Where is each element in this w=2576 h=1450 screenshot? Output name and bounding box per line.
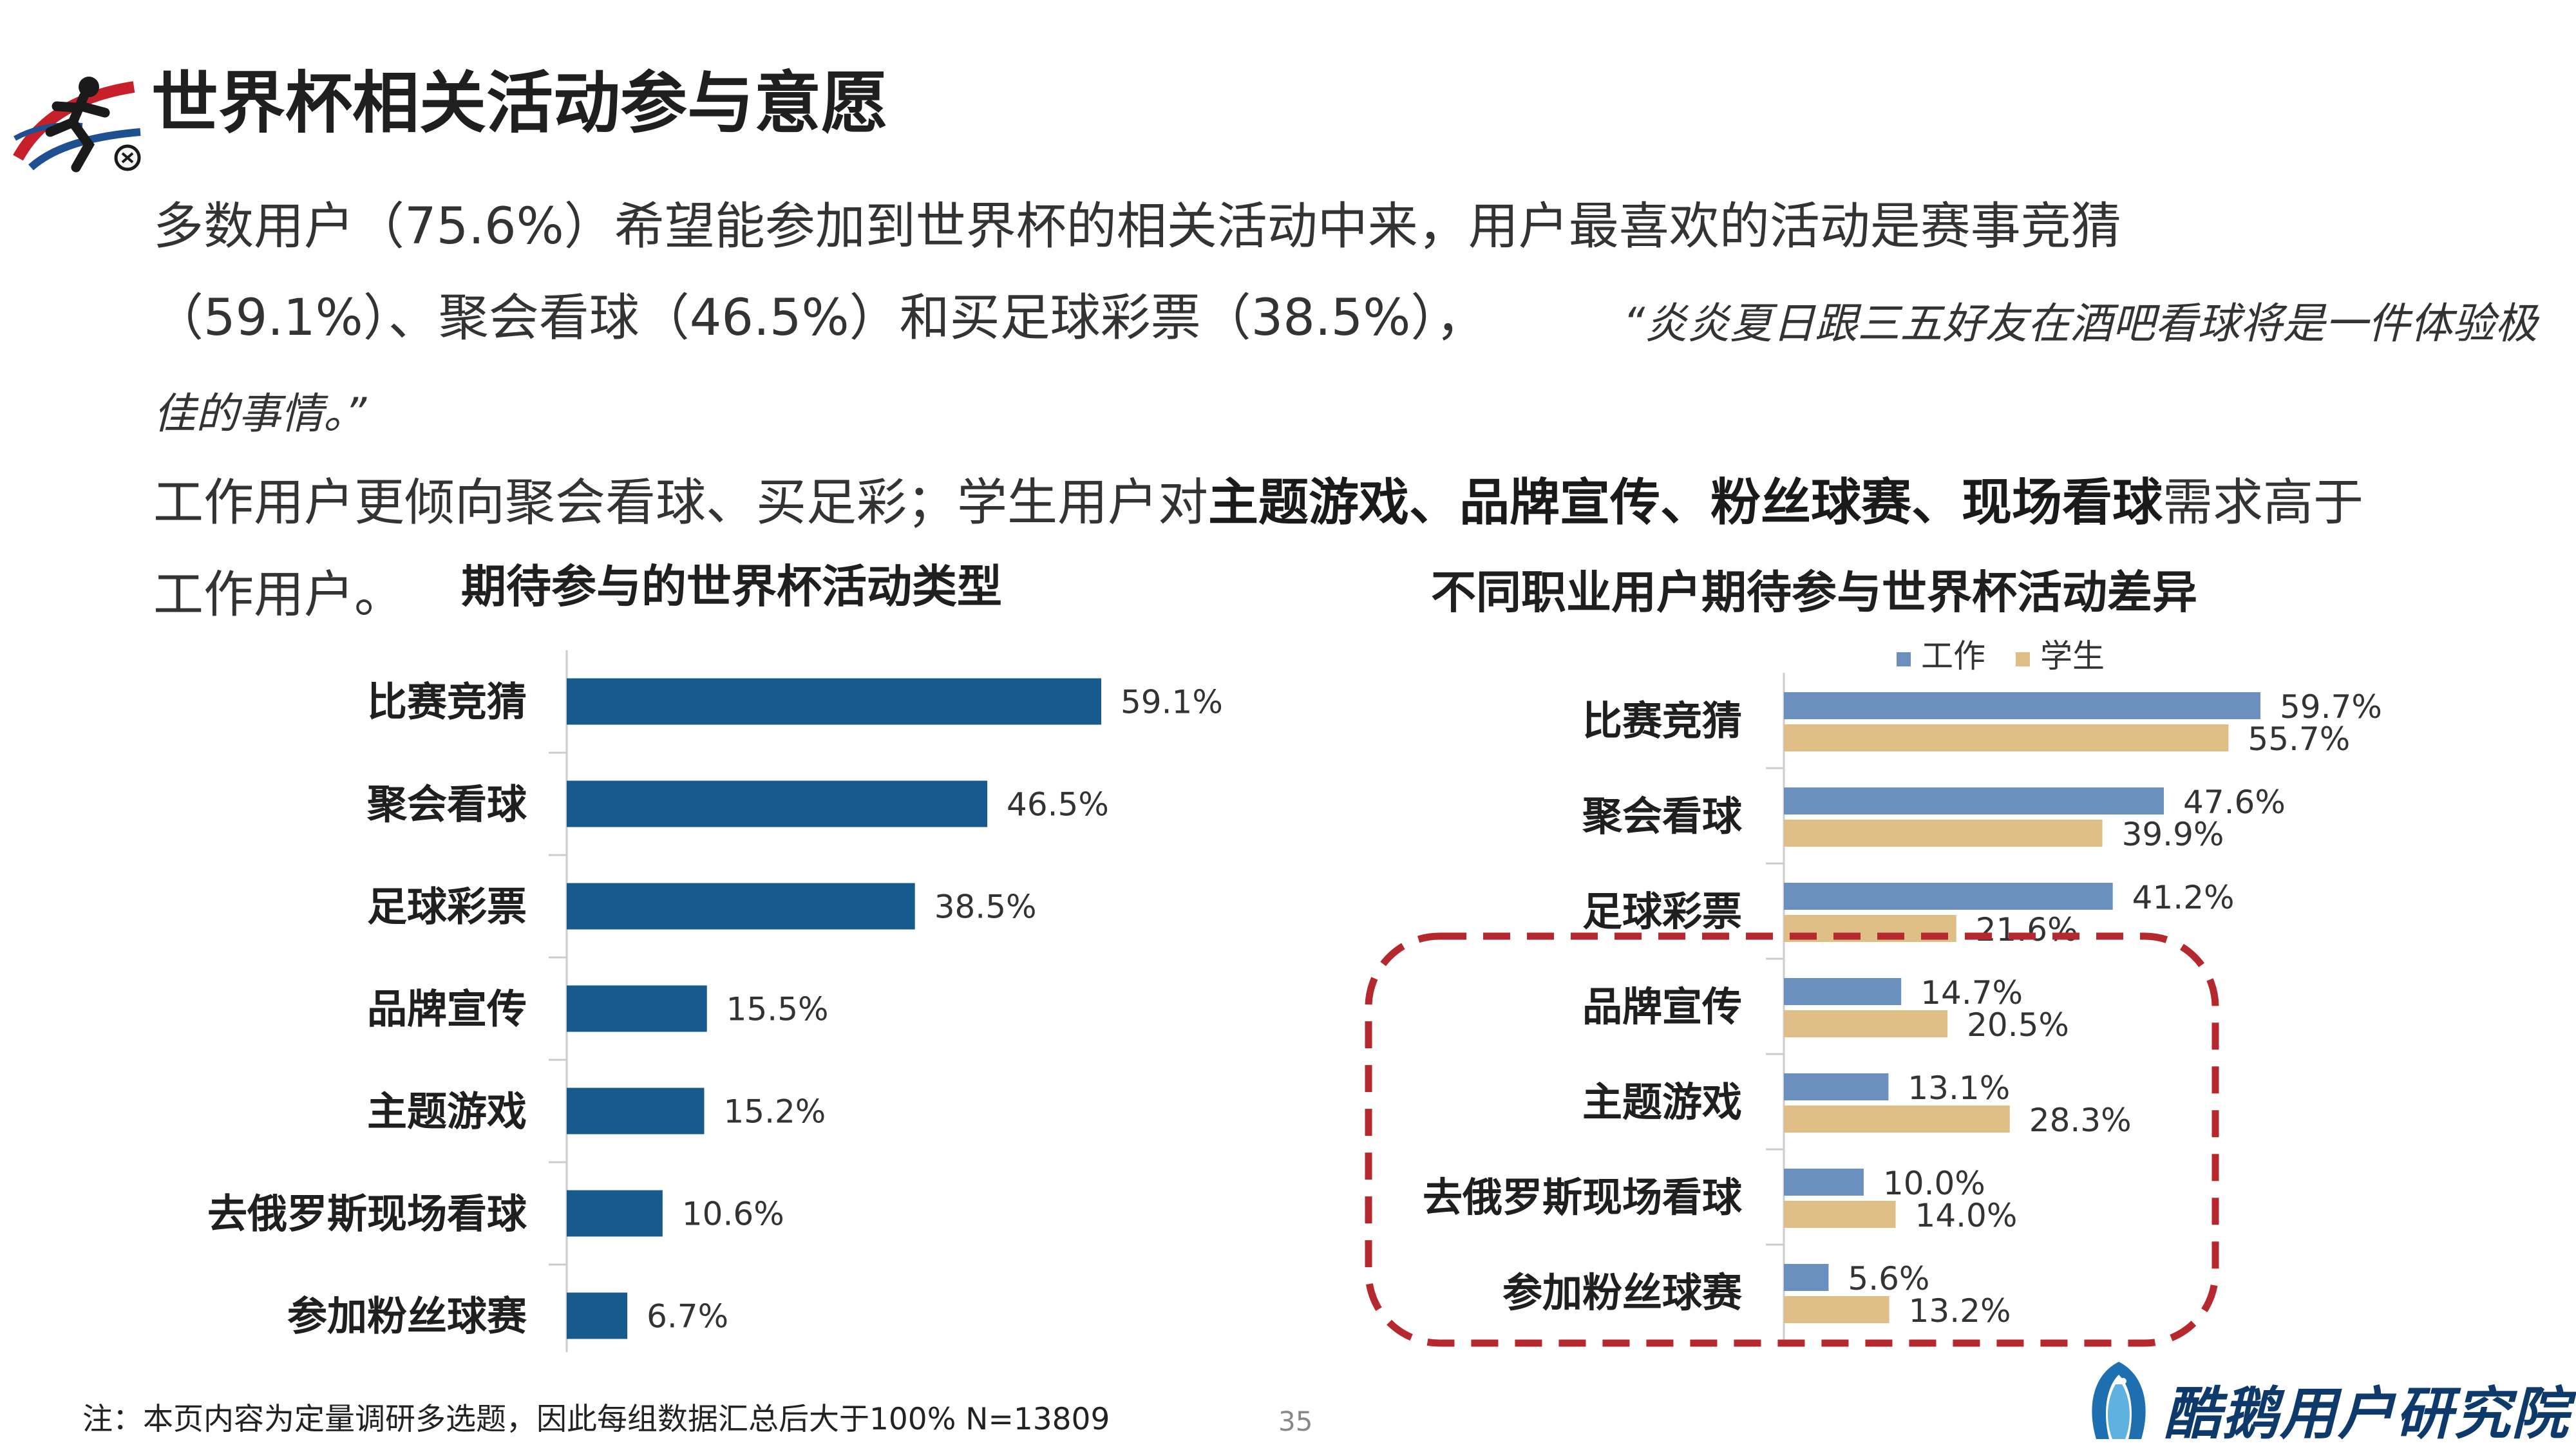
left-chart-category-label: 聚会看球 xyxy=(366,781,527,828)
right-chart-category-label: 去俄罗斯现场看球 xyxy=(1423,1174,1743,1221)
right-chart-value-label: 39.9% xyxy=(2122,816,2224,853)
footnote: 注：本页内容为定量调研多选题，因此每组数据汇总后大于100% N=13809 xyxy=(82,1402,1110,1437)
left-chart-category-label: 足球彩票 xyxy=(367,883,527,930)
left-chart-value-label: 15.2% xyxy=(723,1093,826,1131)
football-player-logo xyxy=(13,77,141,173)
left-chart-category-label: 主题游戏 xyxy=(367,1088,527,1135)
left-chart-value-label: 6.7% xyxy=(647,1298,728,1335)
right-chart-value-label: 21.6% xyxy=(1976,911,2078,948)
legend-swatch-work xyxy=(1897,652,1911,666)
penguin-logo-icon xyxy=(2092,1362,2146,1439)
left-chart-category-label: 比赛竞猜 xyxy=(367,679,527,726)
right-chart-bar-student xyxy=(1784,1010,1948,1037)
left-chart-value-label: 15.5% xyxy=(726,991,829,1028)
right-chart-bar-student xyxy=(1784,1106,2010,1133)
right-chart-bar-student xyxy=(1784,724,2229,751)
summary-line-2: （59.1%）、聚会看球（46.5%）和买足球彩票（38.5%）， xyxy=(153,293,1486,343)
right-chart-category-label: 聚会看球 xyxy=(1582,793,1743,840)
right-chart-bar-work xyxy=(1784,978,1902,1005)
right-chart-category-label: 参加粉丝球赛 xyxy=(1502,1269,1743,1316)
summary-line-2-text: （59.1%）、聚会看球（46.5%）和买足球彩票（38.5%）， xyxy=(153,289,1486,347)
left-chart-value-label: 10.6% xyxy=(682,1196,784,1233)
right-chart-legend: 工作 学生 xyxy=(1897,637,2105,675)
right-chart-bar-student xyxy=(1784,1296,1889,1323)
left-chart-value-label: 59.1% xyxy=(1121,684,1223,721)
left-chart-title: 期待参与的世界杯活动类型 xyxy=(461,560,1002,613)
right-chart-value-label: 14.0% xyxy=(1915,1197,2018,1234)
left-chart-bar xyxy=(567,1292,628,1339)
right-chart-bar-student xyxy=(1784,820,2103,847)
right-chart-bar-work xyxy=(1784,1264,1829,1291)
page-number: 35 xyxy=(1278,1406,1313,1437)
right-chart-category-label: 比赛竞猜 xyxy=(1582,697,1742,744)
right-chart-value-label: 13.1% xyxy=(1908,1069,2010,1107)
right-chart-value-label: 47.6% xyxy=(2183,784,2286,821)
summary-line-3: 工作用户更倾向聚会看球、买足彩；学生用户对主题游戏、品牌宣传、粉丝球赛、现场看球… xyxy=(153,478,2363,528)
left-chart-bar xyxy=(567,678,1101,725)
right-chart-bar-work xyxy=(1784,787,2164,814)
right-chart-category-label: 足球彩票 xyxy=(1582,888,1742,935)
right-chart-value-label: 10.0% xyxy=(1883,1165,1985,1202)
right-chart-value-label: 5.6% xyxy=(1848,1260,1929,1297)
summary-line-3-suffix: 需求高于 xyxy=(2163,474,2364,532)
right-chart-value-label: 41.2% xyxy=(2132,879,2235,916)
left-chart-bar xyxy=(567,1088,705,1135)
right-chart-bar-work xyxy=(1784,1169,1864,1196)
right-chart-bar-student xyxy=(1784,1201,1896,1228)
right-chart-value-label: 20.5% xyxy=(1967,1006,2069,1044)
legend-label-work: 工作 xyxy=(1921,637,1985,675)
left-chart-value-label: 46.5% xyxy=(1007,786,1109,824)
user-quote-part-2: 佳的事情。” xyxy=(153,389,367,438)
user-quote-part-1: “炎炎夏日跟三五好友在酒吧看球将是一件体验极 xyxy=(1623,299,2538,348)
right-chart-value-label: 59.7% xyxy=(2280,688,2382,726)
right-chart-bar-work xyxy=(1784,1073,1889,1100)
right-chart-value-label: 14.7% xyxy=(1920,974,2023,1012)
brand-name: 酷鹅用户研究院 xyxy=(2164,1380,2570,1447)
right-chart-bar-work xyxy=(1784,883,2113,910)
summary-line-3-prefix: 工作用户更倾向聚会看球、买足彩；学生用户对 xyxy=(153,474,1209,532)
summary-line-3-bold: 主题游戏、品牌宣传、粉丝球赛、现场看球 xyxy=(1208,474,2163,532)
left-bar-chart: 比赛竞猜 59.1% 聚会看球 46.5% 足球彩票 38.5% 品牌宣传 15.5% 主题游戏… xyxy=(207,650,1223,1352)
right-chart-category-label: 主题游戏 xyxy=(1582,1078,1742,1125)
summary-line-4: 工作用户。 xyxy=(153,566,405,624)
left-chart-category-label: 参加粉丝球赛 xyxy=(287,1293,527,1340)
left-chart-bar xyxy=(567,1190,663,1237)
left-chart-value-label: 38.5% xyxy=(934,889,1037,926)
left-chart-category-label: 去俄罗斯现场看球 xyxy=(207,1191,527,1238)
left-chart-bar xyxy=(567,985,707,1032)
page-title: 世界杯相关活动参与意愿 xyxy=(151,64,889,142)
right-chart-category-label: 品牌宣传 xyxy=(1582,983,1742,1030)
highlight-dashed-box xyxy=(1365,932,2219,1347)
right-chart-value-label: 55.7% xyxy=(2248,720,2350,758)
left-chart-category-label: 品牌宣传 xyxy=(367,986,527,1033)
right-chart-value-label: 28.3% xyxy=(2029,1102,2132,1139)
left-chart-bar xyxy=(567,883,915,930)
right-chart-bar-work xyxy=(1784,692,2260,719)
right-chart-value-label: 13.2% xyxy=(1909,1292,2011,1330)
legend-swatch-student xyxy=(2016,652,2030,666)
right-chart-title: 不同职业用户期待参与世界杯活动差异 xyxy=(1431,566,2197,619)
legend-label-student: 学生 xyxy=(2040,637,2105,675)
left-chart-bar xyxy=(567,780,988,827)
summary-line-1: 多数用户（75.6%）希望能参加到世界杯的相关活动中来，用户最喜欢的活动是赛事竞… xyxy=(153,198,2121,256)
